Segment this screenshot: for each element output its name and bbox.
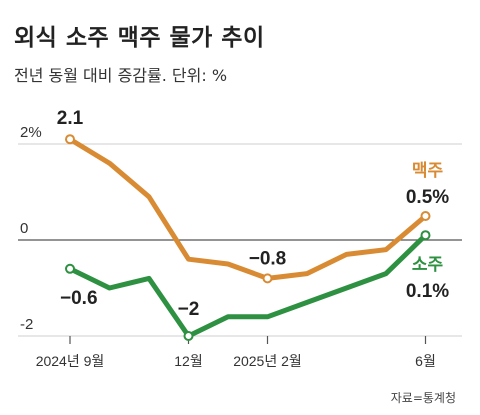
x-tick-label: 6월 (415, 353, 436, 369)
data-label: 2.1 (57, 108, 84, 129)
series-line-beer (67, 136, 428, 281)
data-point-marker (65, 134, 75, 145)
y-tick-label: 0 (20, 220, 28, 237)
series-name-label: 맥주 (412, 161, 444, 181)
data-point-marker (183, 331, 194, 341)
series-line-soju (67, 232, 428, 339)
data-point-marker (262, 273, 273, 284)
data-label: −0.8 (249, 248, 287, 269)
data-label: −2 (178, 299, 200, 320)
x-tick-label: 2024년 9월 (36, 353, 105, 369)
data-point-marker (65, 263, 75, 274)
x-tick-label: 2025년 2월 (233, 353, 302, 369)
x-tick-label: 12월 (174, 353, 202, 369)
chart-title: 외식 소주 맥주 물가 추이 (14, 25, 265, 51)
series-end-value: 0.5% (406, 187, 449, 208)
series-name-label: 소주 (412, 255, 444, 275)
data-point-marker (420, 211, 431, 221)
data-label: −0.6 (60, 288, 98, 309)
series-end-value: 0.1% (406, 281, 449, 302)
source-note: 자료=통계청 (390, 391, 456, 405)
y-tick-label: 2% (20, 124, 42, 141)
data-point-marker (420, 230, 431, 241)
y-tick-label: -2 (20, 316, 33, 333)
chart-subtitle: 전년 동월 대비 증감률. 단위: % (14, 66, 228, 85)
